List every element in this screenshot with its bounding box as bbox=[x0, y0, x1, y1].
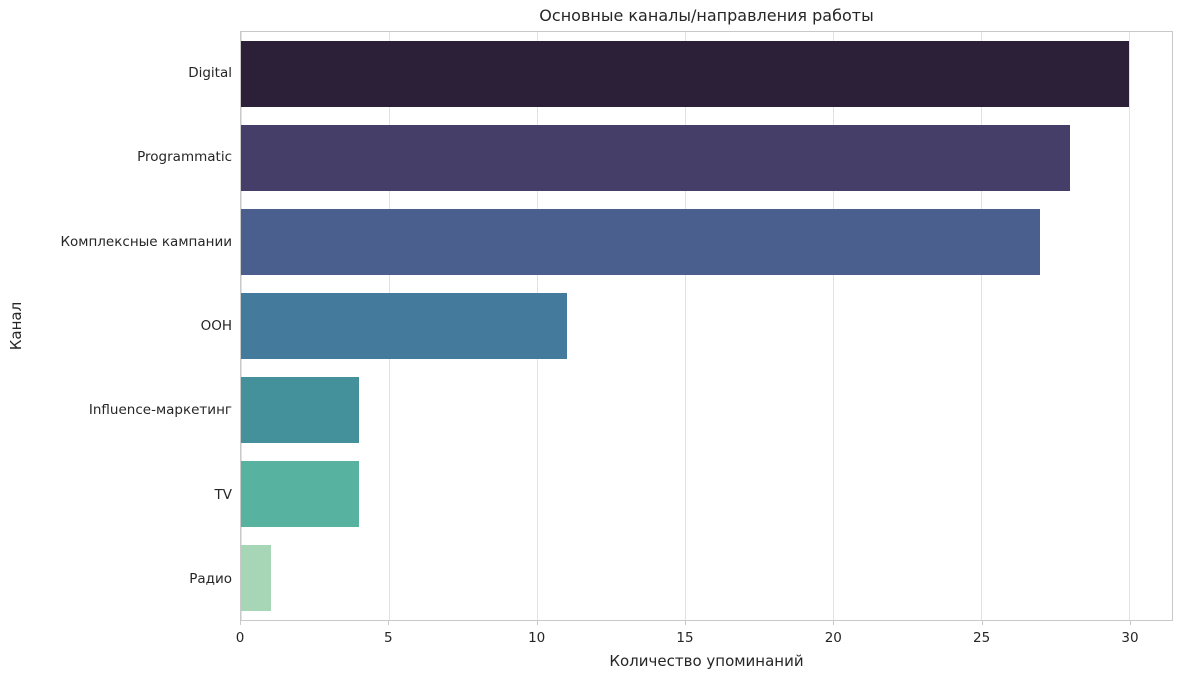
y-tick-labels: Digital Programmatic Комплексные кампании O… bbox=[0, 31, 232, 621]
x-tick-mark bbox=[684, 621, 686, 625]
x-tick-mark bbox=[388, 621, 390, 625]
x-axis-label: Количество упоминаний bbox=[609, 652, 804, 670]
x-tick-mark bbox=[833, 621, 835, 625]
bar-row bbox=[241, 536, 1172, 620]
gridline bbox=[685, 32, 687, 620]
bar-row bbox=[241, 452, 1172, 536]
bar-TV bbox=[241, 461, 360, 527]
y-tick-label: Influence-маркетинг bbox=[88, 402, 232, 419]
x-tick-mark bbox=[536, 621, 538, 625]
x-tick-label: 30 bbox=[1121, 630, 1139, 646]
x-tick-label: 15 bbox=[676, 630, 694, 646]
y-tick-label: Комплексные кампании bbox=[60, 233, 232, 250]
x-tick-mark bbox=[981, 621, 983, 625]
bar-Digital bbox=[241, 41, 1130, 107]
x-tick-mark bbox=[1129, 621, 1131, 625]
plot-area bbox=[240, 31, 1173, 621]
y-tick-label: Радио bbox=[189, 570, 232, 587]
y-tick-label: TV bbox=[214, 486, 232, 503]
gridline bbox=[981, 32, 983, 620]
x-tick-mark bbox=[240, 621, 241, 625]
bars bbox=[241, 32, 1172, 620]
bar-row bbox=[241, 32, 1172, 116]
bar-row bbox=[241, 200, 1172, 284]
bar-row bbox=[241, 368, 1172, 452]
x-tick-label: 20 bbox=[824, 630, 842, 646]
bar-row bbox=[241, 284, 1172, 368]
y-tick-label: Programmatic bbox=[137, 149, 232, 166]
x-tick-label: 5 bbox=[384, 630, 393, 646]
x-tick-label: 0 bbox=[235, 630, 245, 646]
chart-title: Основные каналы/направления работы bbox=[539, 6, 874, 25]
y-tick-label: OOH bbox=[200, 317, 232, 334]
bar-OOH bbox=[241, 293, 567, 359]
gridline bbox=[1129, 32, 1131, 620]
gridline bbox=[833, 32, 835, 620]
bar-Радио bbox=[241, 545, 271, 611]
bar-Influence-маркетинг bbox=[241, 377, 360, 443]
y-tick-label: Digital bbox=[188, 65, 232, 82]
bar-row bbox=[241, 116, 1172, 200]
x-tick-labels: 0 5 10 15 20 25 30 bbox=[236, 630, 1173, 648]
x-tick-label: 10 bbox=[528, 630, 546, 646]
x-tick-marks bbox=[240, 621, 1173, 626]
bar-Комплексные кампании bbox=[241, 209, 1041, 275]
x-tick-label: 25 bbox=[973, 630, 991, 646]
bar-Programmatic bbox=[241, 125, 1070, 191]
